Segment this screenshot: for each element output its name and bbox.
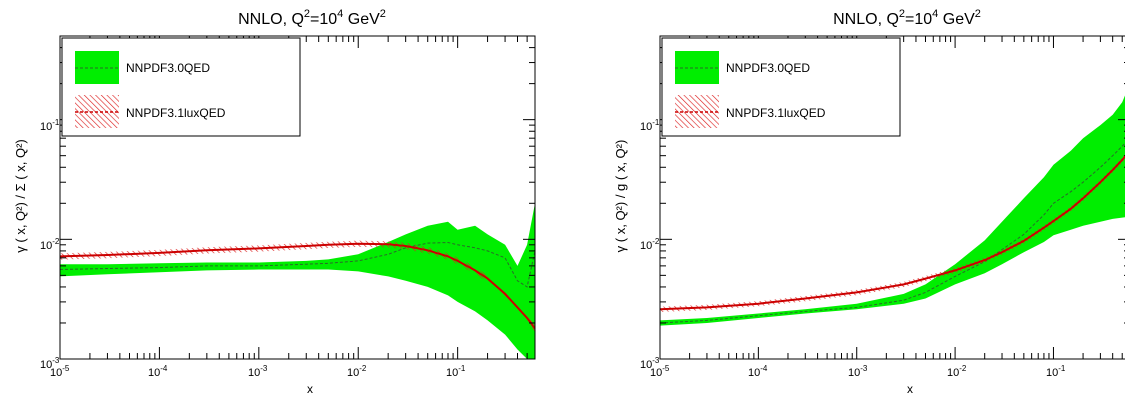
- legend-label-nnpdf30qed: NNPDF3.0QED: [126, 61, 210, 75]
- legend-label-nnpdf31luxqed: NNPDF3.1luxQED: [126, 106, 226, 120]
- y-tick-label: 10-2: [40, 237, 60, 252]
- series-band-nnpdf31luxqed: [660, 154, 1125, 312]
- series-line-nnpdf30qed: [660, 142, 1125, 324]
- plot-frame: [659, 35, 1125, 360]
- plot-area: [60, 203, 535, 359]
- series-band-nnpdf30qed: [60, 203, 535, 359]
- y-tick-labels: 10-3 10-2 10-1: [640, 118, 660, 371]
- y-axis-label: γ ( x, Q²) / g ( x, Q²): [613, 140, 628, 253]
- y-tick-label: 10-3: [640, 356, 660, 371]
- x-tick-labels: 10-5 10-4 10-3 10-2 10-1: [650, 364, 1066, 379]
- series-line-nnpdf31luxqed: [60, 242, 535, 330]
- chart-title: NNLO, Q2=104 GeV2: [238, 8, 386, 28]
- x-axis-label: x: [307, 382, 313, 396]
- legend: NNPDF3.0QED NNPDF3.1luxQED: [61, 37, 301, 137]
- x-tick-label: 10-3: [248, 364, 268, 379]
- chart-panel-right: NNLO, Q2=104 GeV2 10-3 10-2 10-1 10-5 10…: [613, 8, 1125, 396]
- series-line-nnpdf31luxqed: [660, 155, 1125, 311]
- x-tick-label: 10-4: [148, 364, 168, 379]
- chart-panel-left: NNLO, Q2=104 GeV2 10-3 10-2 10-1 10-5 10…: [13, 8, 536, 396]
- y-tick-label: 10-1: [40, 118, 60, 133]
- legend-label-nnpdf31luxqed: NNPDF3.1luxQED: [726, 106, 826, 120]
- x-tick-label: 10-1: [446, 364, 466, 379]
- chart-title: NNLO, Q2=104 GeV2: [833, 8, 981, 28]
- series-band-nnpdf30qed: [660, 95, 1125, 326]
- plot-frame: [59, 35, 536, 360]
- x-tick-labels: 10-5 10-4 10-3 10-2 10-1: [50, 364, 466, 379]
- y-tick-label: 10-2: [640, 237, 660, 252]
- y-axis-label: γ ( x, Q²) / Σ ( x, Q²): [13, 139, 28, 252]
- x-axis-label: x: [907, 382, 913, 396]
- axis-ticks: [659, 35, 1125, 360]
- x-tick-label: 10-2: [347, 364, 367, 379]
- x-tick-label: 10-5: [50, 364, 70, 379]
- plot-area: [660, 95, 1125, 326]
- legend-label-nnpdf30qed: NNPDF3.0QED: [726, 61, 810, 75]
- y-tick-label: 10-1: [640, 118, 660, 133]
- x-tick-label: 10-3: [848, 364, 868, 379]
- x-tick-label: 10-2: [947, 364, 967, 379]
- x-tick-label: 10-4: [748, 364, 768, 379]
- x-tick-label: 10-1: [1046, 364, 1066, 379]
- y-tick-labels: 10-3 10-2 10-1: [40, 118, 60, 371]
- legend: NNPDF3.0QED NNPDF3.1luxQED: [661, 37, 901, 137]
- y-tick-label: 10-3: [40, 356, 60, 371]
- x-tick-label: 10-5: [650, 364, 670, 379]
